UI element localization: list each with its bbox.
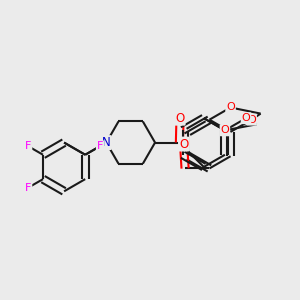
Text: O: O — [179, 138, 188, 151]
Text: O: O — [176, 112, 184, 125]
Text: F: F — [97, 141, 103, 151]
Text: O: O — [226, 103, 235, 112]
Text: F: F — [25, 183, 32, 193]
Text: O: O — [220, 125, 229, 135]
Text: O: O — [247, 115, 256, 125]
Text: F: F — [25, 141, 32, 151]
Text: N: N — [102, 136, 111, 149]
Text: O: O — [242, 113, 250, 123]
